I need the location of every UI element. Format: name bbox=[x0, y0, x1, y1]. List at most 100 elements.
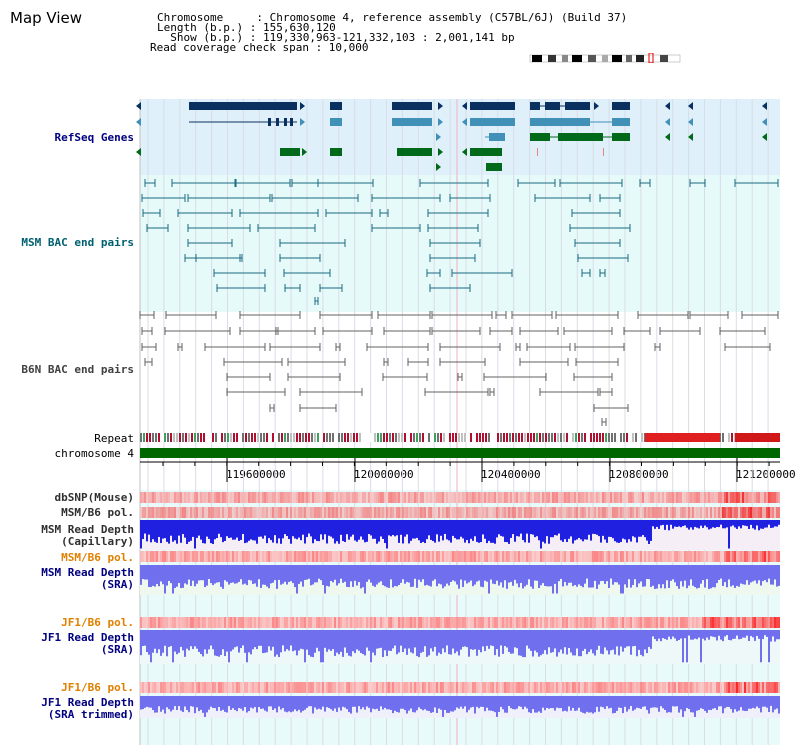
heat-mark bbox=[698, 492, 700, 503]
heat-mark bbox=[530, 551, 532, 562]
depth-bar bbox=[378, 630, 380, 649]
heat-mark bbox=[388, 617, 390, 628]
depth-bar bbox=[750, 696, 752, 709]
depth-bar bbox=[336, 630, 338, 653]
chromosome-ideogram[interactable] bbox=[528, 53, 684, 63]
msm-b6-pol-label-2: MSM/B6 pol. bbox=[61, 551, 134, 564]
depth-bar bbox=[738, 696, 740, 711]
heat-mark bbox=[230, 617, 232, 628]
repeat-mark bbox=[314, 433, 316, 442]
depth-bar bbox=[234, 520, 236, 540]
depth-bar bbox=[314, 520, 316, 540]
depth-bar bbox=[590, 696, 592, 713]
heat-mark bbox=[340, 551, 342, 562]
heat-mark bbox=[334, 551, 336, 562]
heat-mark bbox=[180, 617, 182, 628]
depth-bar bbox=[604, 565, 606, 584]
heat-mark bbox=[158, 551, 160, 562]
heat-mark bbox=[430, 682, 432, 693]
depth-bar bbox=[244, 630, 246, 653]
depth-bar bbox=[536, 630, 538, 653]
heat-mark bbox=[696, 492, 698, 503]
heat-mark bbox=[552, 551, 554, 562]
depth-bar bbox=[180, 630, 182, 647]
heat-mark bbox=[568, 507, 570, 518]
heat-mark bbox=[164, 551, 166, 562]
depth-bar bbox=[510, 565, 512, 582]
heat-mark bbox=[220, 617, 222, 628]
depth-bar bbox=[438, 565, 440, 584]
depth-bar bbox=[332, 696, 334, 711]
depth-bar bbox=[286, 630, 288, 650]
depth-bar bbox=[666, 696, 668, 713]
heat-mark bbox=[590, 492, 592, 503]
heat-mark bbox=[248, 492, 250, 503]
depth-bar bbox=[442, 520, 444, 541]
heat-mark bbox=[400, 682, 402, 693]
heat-mark bbox=[280, 551, 282, 562]
depth-bar bbox=[492, 520, 494, 543]
heat-mark bbox=[242, 682, 244, 693]
heat-mark bbox=[246, 617, 248, 628]
heat-mark bbox=[580, 617, 582, 628]
heat-mark bbox=[328, 492, 330, 503]
depth-bar bbox=[424, 520, 426, 544]
heat-mark bbox=[262, 617, 264, 628]
heat-mark bbox=[602, 492, 604, 503]
depth-bar bbox=[188, 565, 190, 580]
depth-bar bbox=[712, 565, 714, 588]
depth-bar bbox=[770, 696, 772, 706]
depth-bar bbox=[204, 565, 206, 588]
repeat-mark bbox=[170, 433, 172, 442]
heat-mark bbox=[274, 617, 276, 628]
heat-mark bbox=[306, 682, 308, 693]
depth-bar bbox=[408, 630, 410, 649]
depth-bar bbox=[640, 565, 642, 582]
repeat-mark bbox=[560, 433, 562, 442]
depth-bar bbox=[386, 630, 388, 657]
depth-bar bbox=[742, 630, 744, 638]
depth-bar bbox=[606, 520, 608, 543]
heat-mark bbox=[732, 551, 734, 562]
depth-bar bbox=[366, 630, 368, 648]
depth-bar bbox=[534, 696, 536, 713]
heat-mark bbox=[512, 617, 514, 628]
heat-mark bbox=[742, 617, 744, 628]
heat-mark bbox=[612, 682, 614, 693]
heat-mark bbox=[318, 507, 320, 518]
heat-mark bbox=[370, 507, 372, 518]
heat-mark bbox=[620, 492, 622, 503]
heat-mark bbox=[154, 551, 156, 562]
heat-mark bbox=[470, 492, 472, 503]
heat-mark bbox=[500, 492, 502, 503]
depth-bar bbox=[520, 630, 522, 656]
depth-bar bbox=[386, 565, 388, 588]
depth-bar bbox=[214, 696, 216, 709]
depth-bar bbox=[316, 565, 318, 583]
heat-mark bbox=[710, 492, 712, 503]
heat-mark bbox=[236, 551, 238, 562]
heat-mark bbox=[674, 492, 676, 503]
heat-mark bbox=[664, 507, 666, 518]
depth-bar bbox=[230, 696, 232, 710]
heat-mark bbox=[518, 492, 520, 503]
heat-mark bbox=[686, 492, 688, 503]
depth-bar bbox=[656, 520, 658, 527]
heat-mark bbox=[560, 492, 562, 503]
heat-mark bbox=[530, 682, 532, 693]
heat-mark bbox=[444, 551, 446, 562]
heat-mark bbox=[488, 682, 490, 693]
heat-mark bbox=[358, 682, 360, 693]
heat-mark bbox=[504, 551, 506, 562]
depth-bar bbox=[486, 565, 488, 582]
heat-mark bbox=[324, 682, 326, 693]
heat-mark bbox=[494, 551, 496, 562]
heat-mark bbox=[710, 507, 712, 518]
heat-mark bbox=[156, 682, 158, 693]
depth-bar bbox=[220, 696, 222, 711]
heat-mark bbox=[582, 507, 584, 518]
repeat-mark bbox=[266, 433, 268, 442]
depth-bar bbox=[348, 520, 350, 540]
depth-bar bbox=[526, 630, 528, 646]
